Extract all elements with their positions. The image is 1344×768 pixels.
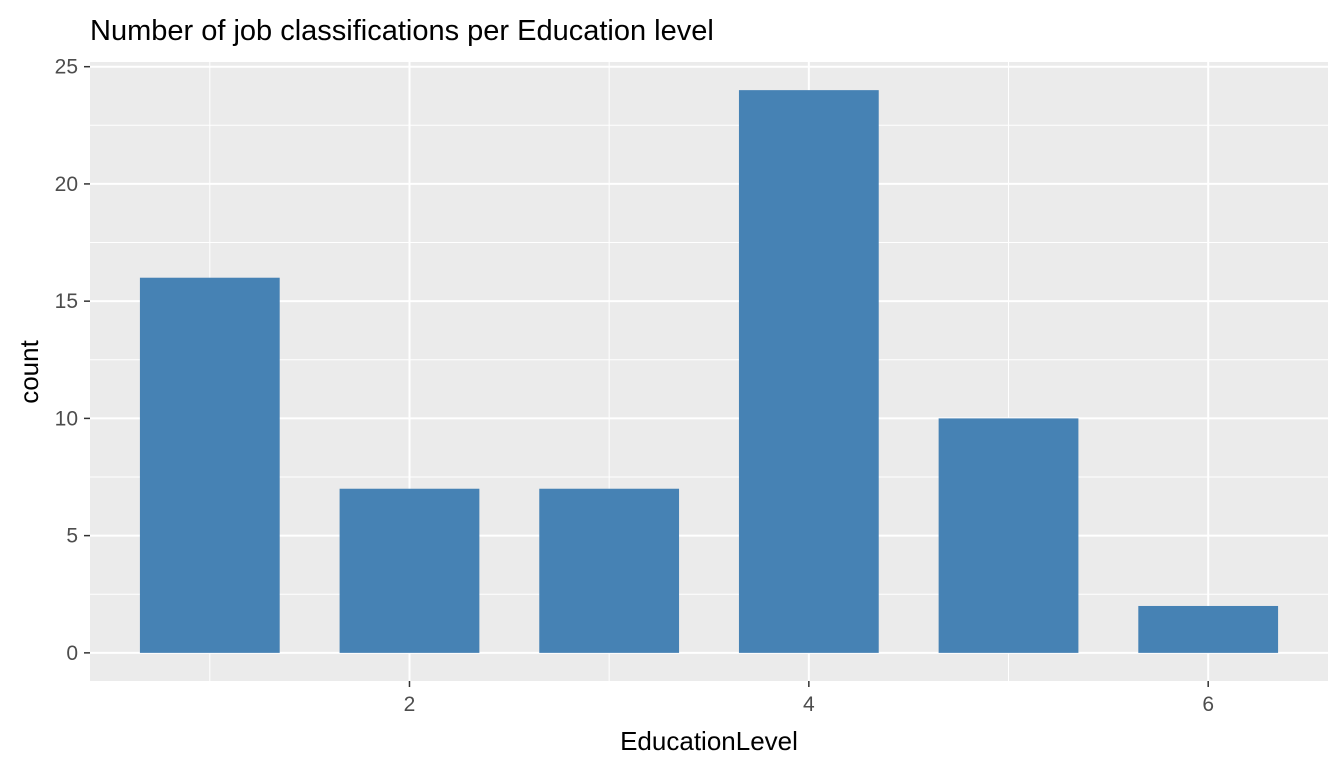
chart-title: Number of job classifications per Educat… (90, 15, 714, 47)
x-tick-label: 6 (1202, 693, 1214, 716)
x-axis-label: EducationLevel (620, 726, 798, 756)
bar (539, 488, 680, 653)
y-axis-label: count (14, 339, 44, 403)
y-axis: 0 5 10 15 20 25 (55, 56, 90, 665)
y-tick-label: 20 (55, 173, 78, 196)
x-axis: 2 4 6 (404, 681, 1214, 716)
y-tick-label: 5 (66, 525, 78, 548)
x-tick-label: 2 (404, 693, 416, 716)
bar (738, 90, 879, 653)
bar (1138, 605, 1279, 653)
bar (139, 277, 280, 653)
y-tick-label: 25 (55, 56, 78, 79)
x-tick-label: 4 (803, 693, 815, 716)
plot-panel (90, 62, 1328, 681)
major-gridlines-y (90, 65, 1328, 654)
y-tick-label: 15 (55, 290, 78, 313)
y-tick-label: 10 (55, 407, 78, 430)
bars (139, 90, 1279, 653)
bar (339, 488, 480, 653)
bar (938, 418, 1079, 653)
y-tick-label: 0 (66, 642, 78, 665)
minor-gridlines-y (90, 124, 1328, 595)
